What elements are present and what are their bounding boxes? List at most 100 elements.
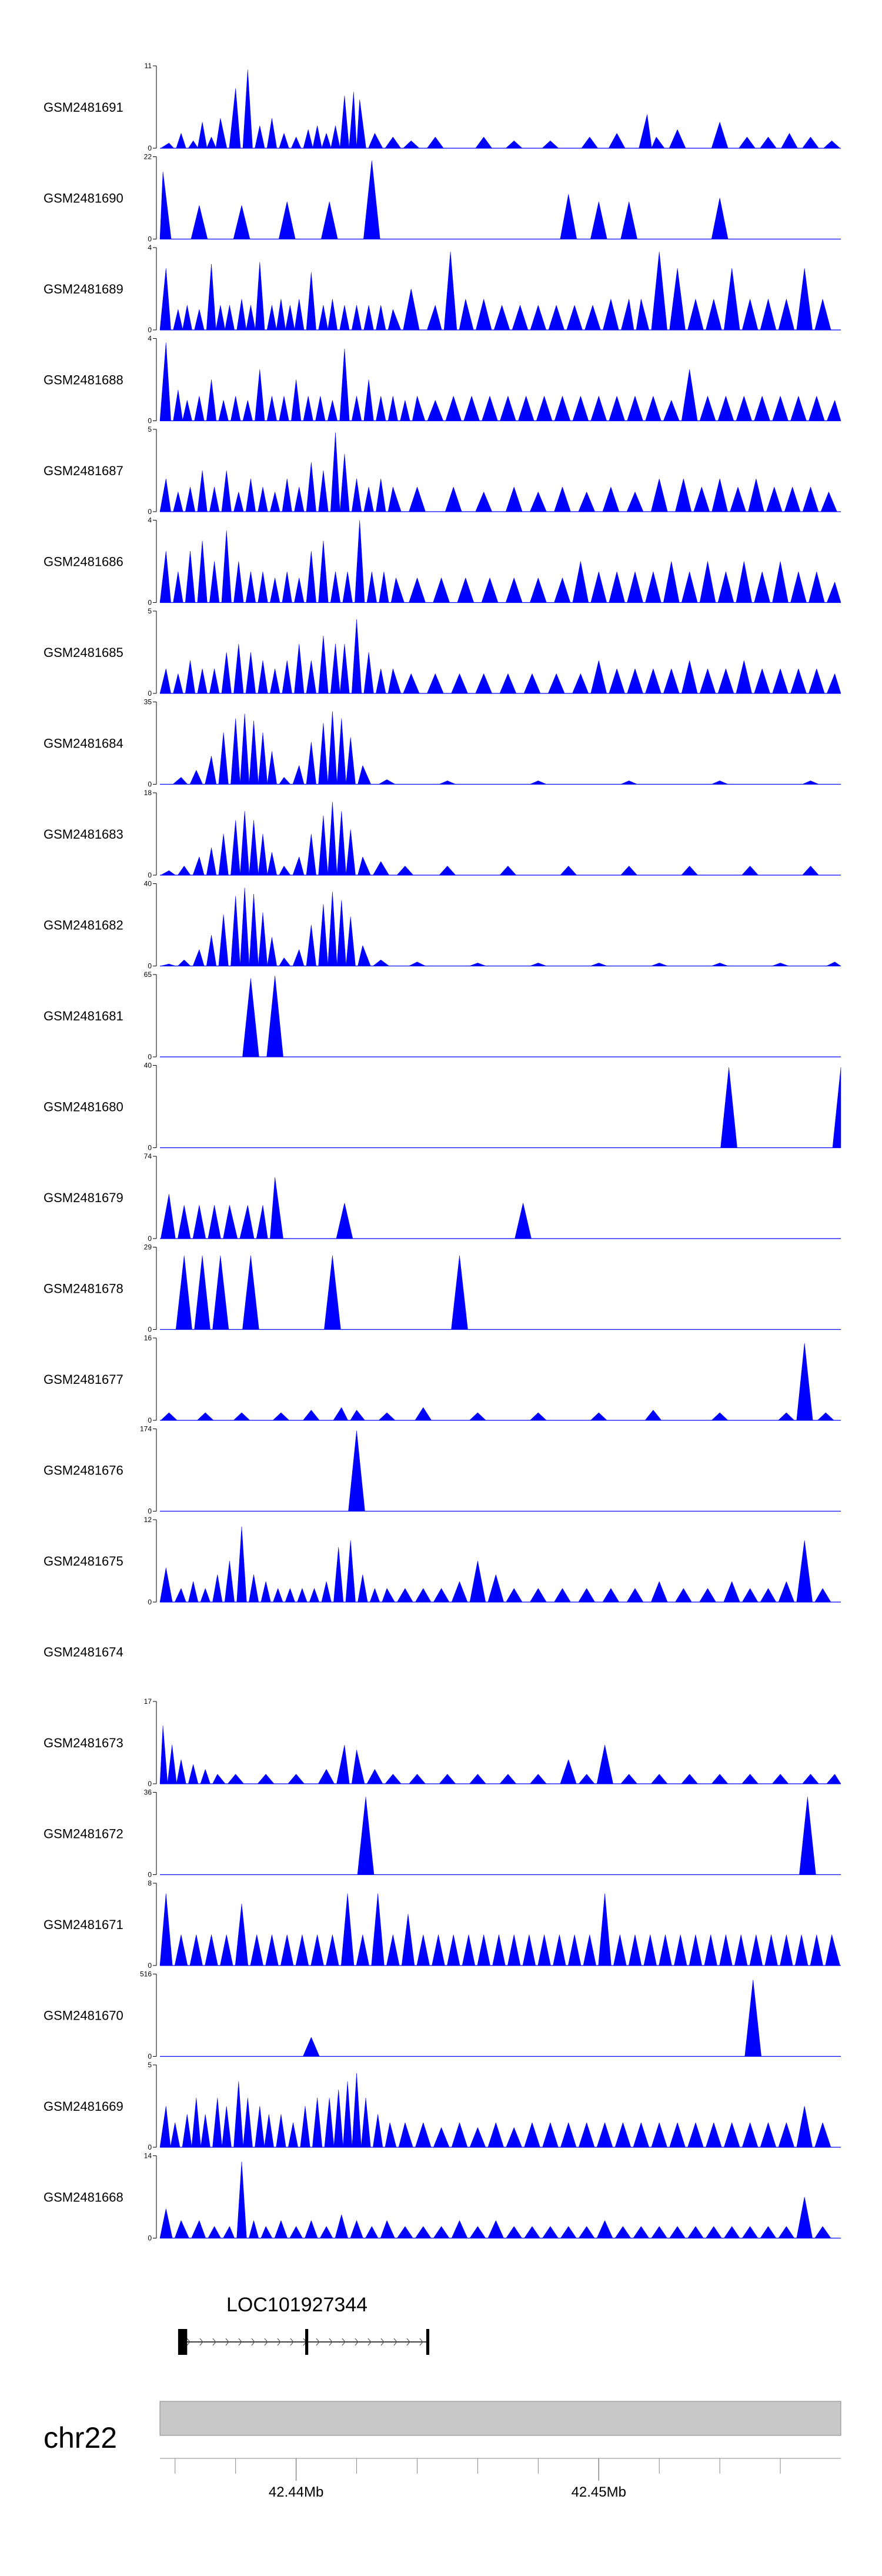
- y-max-label: 174: [140, 1425, 152, 1433]
- y-min-label: 0: [148, 599, 152, 607]
- gene-label: LOC101927344: [226, 2294, 368, 2316]
- y-min-label: 0: [148, 871, 152, 879]
- signal-area: [160, 1343, 834, 1421]
- y-max-label: 17: [144, 1697, 152, 1706]
- track-label: GSM2481674: [44, 1645, 123, 1660]
- y-min-label: 0: [148, 326, 152, 334]
- signal-area: [161, 1177, 532, 1239]
- y-max-label: 12: [144, 1516, 152, 1524]
- track-GSM2481680: GSM2481680 40 0: [44, 1062, 841, 1152]
- y-max-label: 16: [144, 1334, 152, 1342]
- track-GSM2481672: GSM2481672 36 0: [44, 1788, 841, 1879]
- track-GSM2481675: GSM2481675 12 0: [44, 1516, 841, 1606]
- strand-arrow: [199, 2338, 203, 2346]
- track-GSM2481690: GSM2481690 22 0: [44, 153, 841, 243]
- signal-area: [159, 160, 729, 239]
- signal-area: [159, 1893, 840, 1966]
- track-label: GSM2481687: [44, 463, 123, 478]
- strand-arrow: [368, 2338, 372, 2346]
- y-max-label: 5: [148, 425, 152, 433]
- y-max-label: 18: [144, 789, 152, 797]
- y-min-label: 0: [148, 962, 152, 970]
- ideogram-band: [159, 2401, 841, 2436]
- y-max-label: 36: [144, 1788, 152, 1797]
- signal-area: [159, 432, 837, 512]
- strand-arrow: [277, 2338, 281, 2346]
- track-GSM2481684: GSM2481684 35 0: [44, 698, 841, 789]
- track-GSM2481673: GSM2481673 17 0: [44, 1697, 841, 1788]
- coverage-tracks: GSM2481691110GSM2481690220GSM248168940GS…: [44, 62, 841, 2243]
- y-min-label: 0: [148, 1053, 152, 1061]
- signal-area: [159, 1726, 841, 1784]
- track-label: GSM2481673: [44, 1736, 123, 1750]
- signal-area: [159, 2073, 831, 2148]
- track-GSM2481691: GSM2481691 11 0: [44, 62, 841, 152]
- signal-area: [159, 342, 841, 421]
- strand-arrow: [212, 2338, 216, 2346]
- track-label: GSM2481681: [44, 1009, 123, 1023]
- track-label: GSM2481676: [44, 1463, 123, 1478]
- y-max-label: 4: [148, 516, 152, 525]
- strand-arrow: [406, 2338, 410, 2346]
- chromosome-ideogram: chr22: [44, 2401, 841, 2454]
- track-GSM2481679: GSM2481679 74 0: [44, 1152, 841, 1243]
- y-max-label: 11: [145, 62, 152, 70]
- y-max-label: 4: [148, 335, 152, 343]
- y-min-label: 0: [148, 1871, 152, 1879]
- y-max-label: 22: [144, 153, 152, 161]
- track-GSM2481669: GSM2481669 5 0: [44, 2061, 841, 2151]
- signal-area: [357, 1797, 816, 1875]
- track-GSM2481687: GSM2481687 5 0: [44, 425, 841, 516]
- strand-arrow: [316, 2338, 320, 2346]
- y-max-label: 5: [148, 607, 152, 615]
- y-min-label: 0: [148, 1507, 152, 1516]
- track-GSM2481686: GSM2481686 4 0: [44, 516, 841, 607]
- track-label: GSM2481689: [44, 282, 123, 296]
- track-label: GSM2481679: [44, 1190, 123, 1205]
- signal-area: [348, 1430, 365, 1511]
- track-label: GSM2481669: [44, 2099, 123, 2114]
- signal-area: [302, 1980, 761, 2057]
- strand-arrow: [380, 2338, 385, 2346]
- y-min-label: 0: [148, 689, 152, 698]
- y-max-label: 40: [144, 1062, 152, 1070]
- strand-arrow: [238, 2338, 242, 2346]
- track-GSM2481676: GSM2481676 174 0: [44, 1425, 841, 1516]
- track-label: GSM2481688: [44, 373, 123, 388]
- track-label: GSM2481672: [44, 1827, 123, 1841]
- y-max-label: 8: [148, 1879, 152, 1887]
- exon: [305, 2329, 309, 2355]
- y-max-label: 4: [148, 243, 152, 252]
- track-label: GSM2481684: [44, 736, 123, 751]
- track-GSM2481683: GSM2481683 18 0: [44, 789, 841, 879]
- strand-arrow: [290, 2338, 294, 2346]
- strand-arrow: [342, 2338, 346, 2346]
- y-max-label: 14: [144, 2152, 152, 2160]
- y-min-label: 0: [148, 144, 152, 152]
- strand-arrow: [251, 2338, 255, 2346]
- y-min-label: 0: [148, 1598, 152, 1606]
- signal-area: [160, 802, 820, 876]
- y-min-label: 0: [148, 1780, 152, 1788]
- y-min-label: 0: [148, 2234, 152, 2243]
- track-GSM2481689: GSM2481689 4 0: [44, 243, 841, 334]
- track-label: GSM2481675: [44, 1554, 123, 1569]
- track-GSM2481670: GSM2481670 516 0: [44, 1970, 841, 2061]
- signal-area: [161, 887, 841, 966]
- track-label: GSM2481691: [44, 100, 123, 115]
- signal-area: [720, 1067, 841, 1148]
- track-GSM2481682: GSM2481682 40 0: [44, 880, 841, 970]
- track-GSM2481677: GSM2481677 16 0: [44, 1334, 841, 1424]
- y-min-label: 0: [148, 2053, 152, 2061]
- track-GSM2481668: GSM2481668 14 0: [44, 2152, 841, 2243]
- y-max-label: 29: [144, 1243, 152, 1252]
- track-label: GSM2481677: [44, 1372, 123, 1387]
- track-label: GSM2481682: [44, 918, 123, 933]
- strand-arrow: [225, 2338, 229, 2346]
- y-max-label: 65: [144, 970, 152, 979]
- track-GSM2481685: GSM2481685 5 0: [44, 607, 841, 698]
- genome-axis: 42.44Mb 42.45Mb: [160, 2458, 841, 2500]
- track-label: GSM2481683: [44, 827, 123, 842]
- track-GSM2481688: GSM2481688 4 0: [44, 335, 841, 425]
- signal-area: [159, 520, 841, 603]
